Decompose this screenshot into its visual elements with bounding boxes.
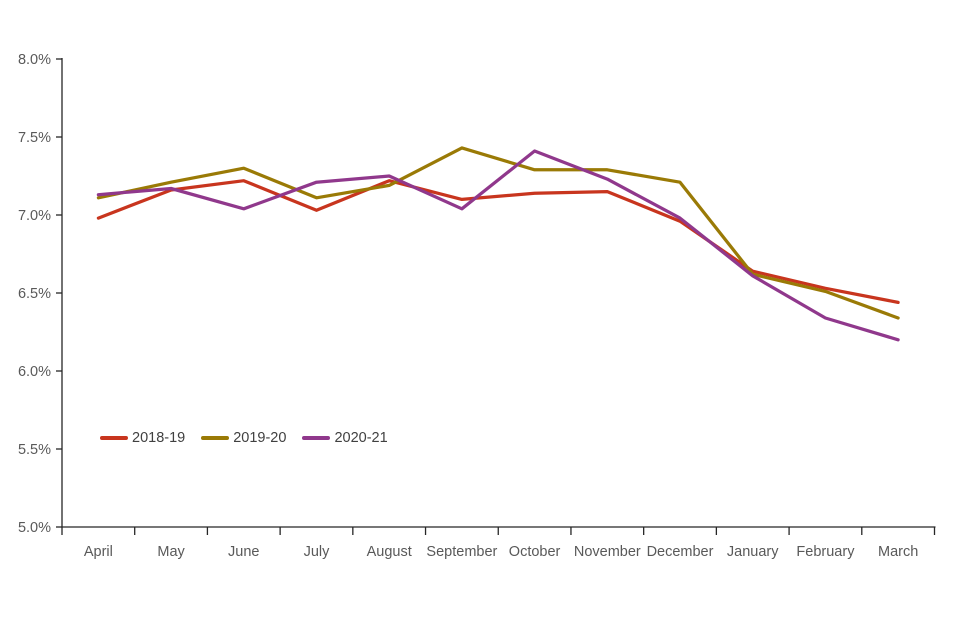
y-tick-label: 7.5% bbox=[18, 130, 51, 146]
x-tick-label: August bbox=[367, 544, 412, 560]
chart-legend: 2018-19 2019-20 2020-21 bbox=[100, 430, 388, 446]
legend-label: 2018-19 bbox=[132, 430, 186, 446]
x-tick-label: March bbox=[878, 544, 918, 560]
legend-swatch-icon bbox=[201, 436, 230, 440]
series-line-2019-20 bbox=[96, 146, 900, 320]
y-tick-label: 7.0% bbox=[18, 208, 51, 224]
series-line-2020-21 bbox=[96, 149, 900, 342]
legend-item-2018-19: 2018-19 bbox=[100, 430, 185, 446]
x-tick-label: April bbox=[84, 544, 113, 560]
x-tick-label: January bbox=[727, 544, 779, 560]
y-tick-label: 6.5% bbox=[18, 286, 51, 302]
legend-swatch-icon bbox=[100, 436, 128, 440]
x-tick-label: June bbox=[228, 544, 259, 560]
series-line-2018-19 bbox=[96, 179, 900, 305]
legend-label: 2020-21 bbox=[334, 430, 388, 446]
legend-swatch-icon bbox=[302, 436, 331, 440]
x-tick-label: July bbox=[304, 544, 331, 560]
x-tick-label: October bbox=[509, 544, 561, 560]
y-tick-label: 5.5% bbox=[18, 442, 51, 458]
y-tick-label: 6.0% bbox=[18, 364, 51, 380]
x-tick-label: May bbox=[157, 544, 185, 560]
x-tick-label: December bbox=[647, 544, 714, 560]
x-tick-label: September bbox=[426, 544, 497, 560]
x-tick-label: November bbox=[574, 544, 641, 560]
x-tick-label: February bbox=[796, 544, 855, 560]
legend-label: 2019-20 bbox=[233, 430, 287, 446]
y-tick-label: 8.0% bbox=[18, 52, 51, 68]
legend-item-2020-21: 2020-21 bbox=[302, 430, 388, 446]
legend-item-2019-20: 2019-20 bbox=[201, 430, 286, 446]
y-tick-label: 5.0% bbox=[18, 520, 51, 536]
